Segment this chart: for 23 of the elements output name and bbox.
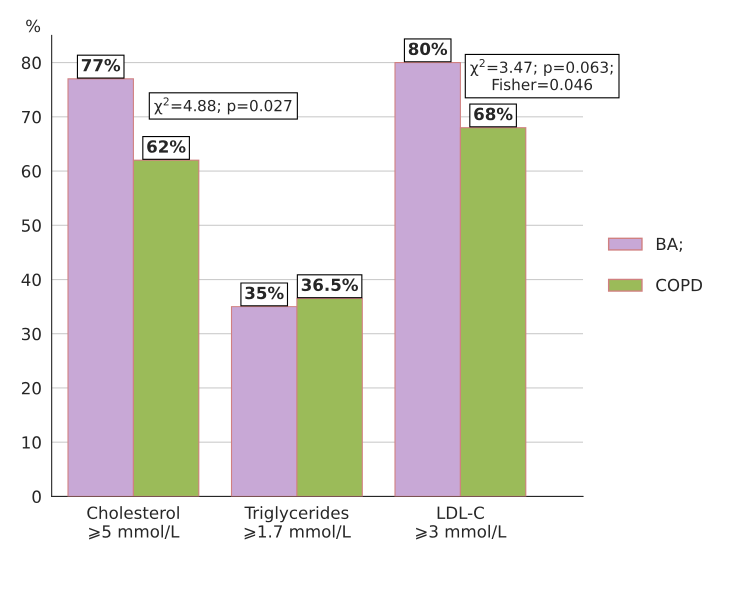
x-tick-label: Triglycerides ⩾1.7 mmol/L (244, 506, 351, 540)
data-label: 62% (147, 140, 186, 153)
data-label: 80% (408, 42, 448, 56)
annotation: χ$^{2}$=3.47; p=0.063; Fisher=0.046 (470, 59, 612, 90)
data-label: 77% (82, 58, 120, 72)
y-tick-label: 20 (22, 382, 41, 395)
y-tick-label: 70 (22, 110, 41, 124)
legend-label: BA; (656, 238, 682, 252)
x-tick-label: LDL-C ⩾3 mmol/L (416, 506, 506, 540)
y-tick-label: 80 (22, 56, 41, 70)
y-tick-label: 30 (22, 328, 41, 340)
legend-label: COPD (656, 278, 702, 292)
y-tick-label: 40 (22, 273, 41, 286)
annotation: χ$^{2}$=4.88; p=0.027 (154, 97, 292, 114)
data-label: 36.5% (302, 278, 358, 292)
x-tick-label: Cholesterol ⩾5 mmol/L (87, 506, 180, 540)
y-tick-label: 60 (22, 165, 41, 178)
y-axis-title: % (26, 20, 40, 32)
y-tick-label: 10 (22, 436, 41, 449)
data-label: 68% (474, 108, 513, 120)
data-label: 35% (245, 286, 284, 300)
y-tick-label: 0 (32, 490, 41, 504)
y-tick-label: 50 (22, 219, 41, 232)
